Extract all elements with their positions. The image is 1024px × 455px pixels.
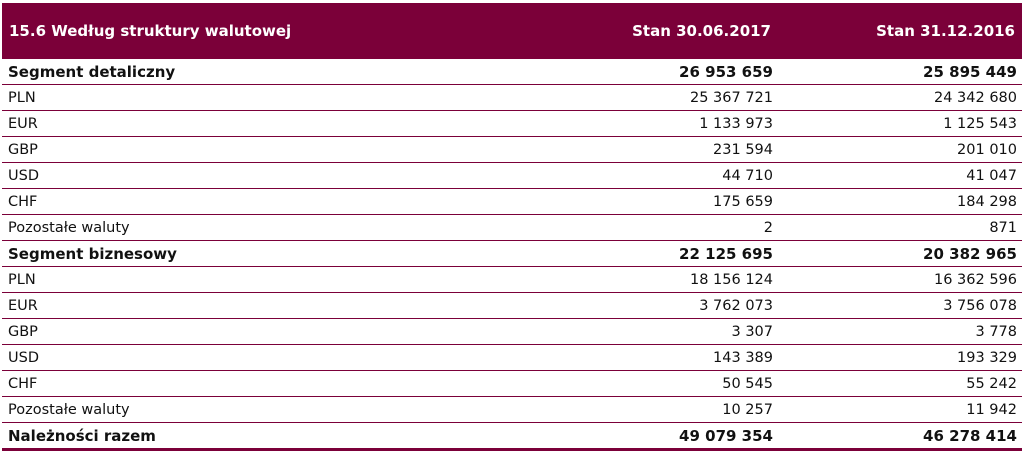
table-row: USD 44 710 41 047 <box>2 163 1022 189</box>
table-row: Pozostałe waluty 2 871 <box>2 215 1022 241</box>
value-2017: 10 257 <box>722 401 773 418</box>
currency-structure-table: 15.6 Według struktury walutowej Stan 30.… <box>2 3 1022 451</box>
table-row: EUR 3 762 073 3 756 078 <box>2 293 1022 319</box>
table-row: USD 143 389 193 329 <box>2 345 1022 371</box>
value-2016: 871 <box>989 219 1017 236</box>
value-2016: 3 778 <box>975 323 1017 340</box>
column-header-2017: Stan 30.06.2017 <box>632 22 771 40</box>
value-2017: 1 133 973 <box>699 115 773 132</box>
row-label: USD <box>8 167 39 184</box>
row-label: GBP <box>8 323 38 340</box>
value-2016: 11 942 <box>966 401 1017 418</box>
row-label: PLN <box>8 89 36 106</box>
row-label: CHF <box>8 193 38 210</box>
row-label: Pozostałe waluty <box>8 401 130 418</box>
row-label: CHF <box>8 375 38 392</box>
value-2017: 25 367 721 <box>689 89 773 106</box>
table-row: EUR 1 133 973 1 125 543 <box>2 111 1022 137</box>
table-row: GBP 231 594 201 010 <box>2 137 1022 163</box>
value-2017: 2 <box>763 219 773 236</box>
table-body: Segment detaliczny 26 953 659 25 895 449 PL… <box>2 59 1022 451</box>
value-2017: 26 953 659 <box>679 62 773 81</box>
table-row: GBP 3 307 3 778 <box>2 319 1022 345</box>
table-row-total: Należności razem 49 079 354 46 278 414 <box>2 423 1022 451</box>
value-2017: 143 389 <box>713 349 773 366</box>
value-2016: 20 382 965 <box>923 244 1017 263</box>
table-row: CHF 175 659 184 298 <box>2 189 1022 215</box>
row-label: EUR <box>8 115 38 132</box>
value-2017: 22 125 695 <box>679 244 773 263</box>
table-row-total: Segment biznesowy 22 125 695 20 382 965 <box>2 241 1022 267</box>
value-2017: 231 594 <box>713 141 773 158</box>
value-2017: 44 710 <box>722 167 773 184</box>
value-2017: 49 079 354 <box>679 426 773 445</box>
table-row: PLN 18 156 124 16 362 596 <box>2 267 1022 293</box>
table-row: PLN 25 367 721 24 342 680 <box>2 85 1022 111</box>
value-2017: 50 545 <box>722 375 773 392</box>
table-title: 15.6 Według struktury walutowej <box>9 22 292 40</box>
table-row-total: Segment detaliczny 26 953 659 25 895 449 <box>2 59 1022 85</box>
value-2016: 24 342 680 <box>933 89 1017 106</box>
row-label: Segment detaliczny <box>8 62 176 81</box>
value-2016: 55 242 <box>966 375 1017 392</box>
value-2017: 3 307 <box>731 323 773 340</box>
value-2016: 41 047 <box>966 167 1017 184</box>
value-2016: 3 756 078 <box>943 297 1017 314</box>
value-2016: 1 125 543 <box>943 115 1017 132</box>
row-label: EUR <box>8 297 38 314</box>
column-header-2016: Stan 31.12.2016 <box>876 22 1015 40</box>
table-row: Pozostałe waluty 10 257 11 942 <box>2 397 1022 423</box>
value-2016: 25 895 449 <box>923 62 1017 81</box>
table-header: 15.6 Według struktury walutowej Stan 30.… <box>2 3 1022 59</box>
row-label: Segment biznesowy <box>8 244 177 263</box>
row-label: PLN <box>8 271 36 288</box>
value-2016: 184 298 <box>957 193 1017 210</box>
value-2016: 201 010 <box>957 141 1017 158</box>
value-2016: 193 329 <box>957 349 1017 366</box>
value-2016: 16 362 596 <box>933 271 1017 288</box>
row-label: Należności razem <box>8 426 156 445</box>
table-row: CHF 50 545 55 242 <box>2 371 1022 397</box>
value-2017: 175 659 <box>713 193 773 210</box>
row-label: USD <box>8 349 39 366</box>
value-2016: 46 278 414 <box>923 426 1017 445</box>
row-label: Pozostałe waluty <box>8 219 130 236</box>
value-2017: 18 156 124 <box>689 271 773 288</box>
row-label: GBP <box>8 141 38 158</box>
value-2017: 3 762 073 <box>699 297 773 314</box>
